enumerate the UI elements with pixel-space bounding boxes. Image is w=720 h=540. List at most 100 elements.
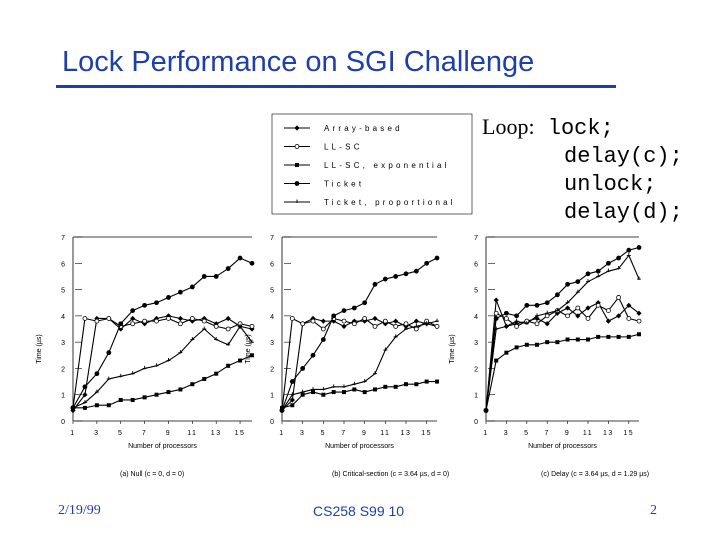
series-line-0 <box>72 315 253 411</box>
data-point <box>189 284 195 290</box>
slide-title: Lock Performance on SGI Challenge <box>62 46 535 78</box>
data-point <box>130 397 135 402</box>
series-line-3 <box>281 257 438 411</box>
data-point <box>605 318 611 324</box>
data-point <box>383 384 388 389</box>
data-point <box>373 371 377 375</box>
data-point <box>435 318 439 323</box>
series-line-4 <box>281 320 438 411</box>
data-point <box>565 305 571 311</box>
data-point <box>637 332 641 337</box>
y-tick-label: 7 <box>270 235 274 242</box>
data-point <box>534 302 540 308</box>
data-point <box>494 358 499 363</box>
data-point <box>414 323 419 328</box>
x-axis-label: Number of processors <box>128 443 197 450</box>
data-point <box>434 255 440 261</box>
data-point <box>166 390 171 395</box>
data-point <box>94 403 99 408</box>
data-point <box>382 318 388 324</box>
y-tick-label: 1 <box>61 393 65 400</box>
y-tick-label: 4 <box>270 314 274 321</box>
data-point <box>201 318 207 324</box>
data-point <box>106 316 112 321</box>
data-point <box>393 318 399 324</box>
loop-line-2: delay(c); <box>564 144 683 169</box>
x-axis-label: Number of processors <box>528 443 597 450</box>
data-point <box>616 295 621 300</box>
footer-course: CS258 S99 10 <box>313 503 405 519</box>
data-point <box>586 279 590 283</box>
data-point <box>595 302 601 308</box>
data-point <box>616 255 621 261</box>
series-line-0 <box>485 299 640 411</box>
data-point <box>352 387 357 392</box>
data-point <box>82 392 88 398</box>
data-point <box>585 316 591 321</box>
x-tick-label: 11 <box>187 430 197 437</box>
data-point <box>189 316 195 321</box>
data-point <box>435 379 439 384</box>
data-point <box>225 266 231 271</box>
data-point <box>413 268 419 274</box>
y-tick-label: 3 <box>61 340 65 347</box>
data-point <box>575 305 581 311</box>
data-point <box>118 321 124 327</box>
data-point <box>524 342 529 347</box>
data-point <box>524 321 529 325</box>
chart-caption: (b) Critical-section (c = 3.64 µs, d = 0… <box>332 471 449 478</box>
data-point <box>575 313 581 319</box>
data-point <box>190 337 195 341</box>
data-point <box>341 323 347 329</box>
data-point <box>434 323 440 329</box>
data-point <box>606 268 611 273</box>
series-line-3 <box>485 246 640 411</box>
y-axis-label: Time (µs) <box>36 334 43 363</box>
data-point <box>535 313 539 317</box>
x-tick-label: 11 <box>380 430 390 437</box>
x-tick-label: 9 <box>362 430 367 437</box>
data-point <box>414 382 419 387</box>
data-point <box>534 321 540 327</box>
x-tick-label: 7 <box>341 430 346 437</box>
legend-label-1: LL-SC <box>324 143 363 152</box>
data-point <box>555 292 560 298</box>
data-point <box>585 305 591 311</box>
series-line-2 <box>485 333 640 411</box>
data-point <box>565 337 570 342</box>
data-point <box>82 400 87 404</box>
data-point <box>404 382 408 387</box>
legend: Array-based LL-SC LL-SC, exponential Ticket… <box>271 113 473 215</box>
x-tick-label: 13 <box>211 430 222 437</box>
data-point <box>166 295 171 300</box>
data-point <box>290 403 295 408</box>
legend-label-0: Array-based <box>324 124 403 133</box>
data-point <box>311 390 315 395</box>
data-point <box>413 318 419 324</box>
data-point <box>94 371 100 377</box>
x-tick-label: 1 <box>279 430 284 437</box>
data-point <box>404 326 408 330</box>
footer-date: 2/19/99 <box>58 503 101 518</box>
data-point <box>118 397 123 402</box>
data-point <box>311 386 315 391</box>
data-point <box>202 376 207 381</box>
data-point <box>106 403 111 408</box>
data-point <box>213 323 219 329</box>
data-point <box>596 334 601 339</box>
data-point <box>595 268 601 274</box>
data-point <box>130 321 136 327</box>
legend-marker-4 <box>295 199 299 203</box>
data-point <box>626 247 632 253</box>
data-point <box>320 326 326 332</box>
data-point <box>214 337 219 341</box>
data-point <box>94 389 99 394</box>
data-point <box>393 274 399 279</box>
data-point <box>177 315 183 322</box>
y-axis-label: Time (µs) <box>449 334 456 363</box>
data-point <box>372 315 378 322</box>
data-point <box>362 318 368 324</box>
data-point <box>82 316 88 321</box>
y-tick-label: 0 <box>474 419 478 426</box>
